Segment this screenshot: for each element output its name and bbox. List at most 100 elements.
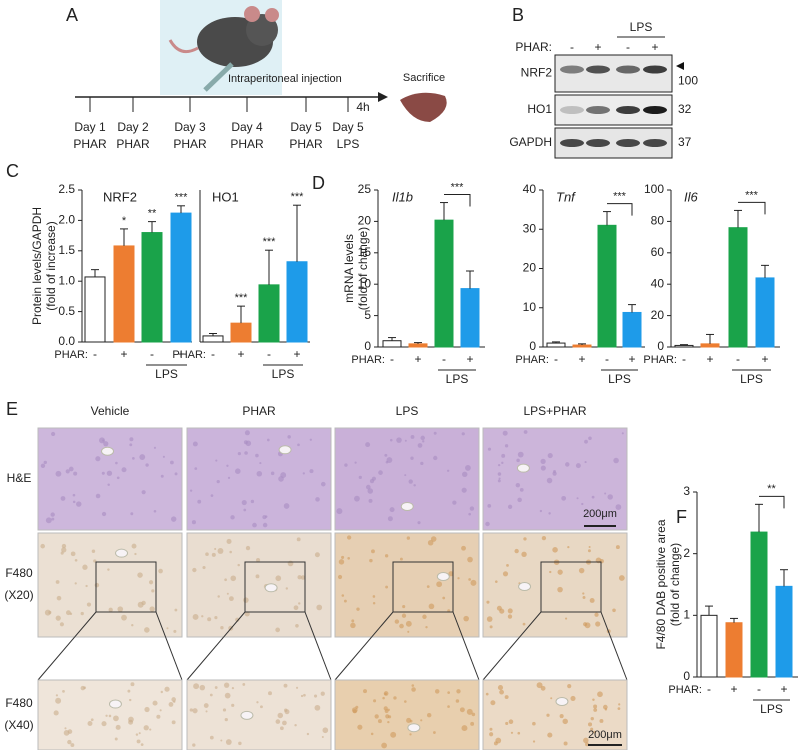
tissue-speckle <box>501 453 506 458</box>
tissue-speckle <box>589 597 595 603</box>
timeline-arrow <box>378 92 388 102</box>
tissue-speckle <box>401 613 407 618</box>
tissue-speckle <box>428 603 435 610</box>
tissue-speckle <box>425 625 428 629</box>
tissue-speckle <box>86 602 92 607</box>
tissue-speckle <box>314 552 320 558</box>
tissue-speckle <box>489 727 493 731</box>
y-tick-label: 1 <box>683 608 690 622</box>
tissue-speckle <box>457 577 460 580</box>
tissue-speckle <box>447 691 450 694</box>
tissue-speckle <box>87 720 93 726</box>
tissue-speckle <box>508 719 514 724</box>
significance-label: *** <box>613 190 627 202</box>
tissue-speckle <box>138 732 141 735</box>
y-tick-label: 40 <box>651 276 665 290</box>
tissue-speckle <box>309 469 314 474</box>
histology-image <box>334 427 480 531</box>
band-size: 32 <box>678 102 692 116</box>
chart-title: Il1b <box>392 189 413 204</box>
zoom-line <box>37 611 97 681</box>
tissue-speckle <box>60 496 66 501</box>
band <box>643 65 667 74</box>
tissue-speckle <box>262 522 268 528</box>
tissue-speckle <box>540 465 546 471</box>
tissue-speckle <box>461 487 467 493</box>
tissue-speckle <box>55 470 62 477</box>
liver <box>400 92 447 122</box>
tissue-speckle <box>297 443 300 447</box>
tissue-speckle <box>607 494 613 500</box>
x-tick-label: + <box>293 347 300 361</box>
bar <box>546 342 566 348</box>
tissue-speckle <box>557 569 563 575</box>
treatment-label: PHAR <box>289 137 323 151</box>
tissue-speckle <box>497 479 501 483</box>
tissue-speckle <box>357 724 363 730</box>
tissue-speckle <box>287 560 294 567</box>
y-tick-label: 0.5 <box>58 304 75 318</box>
tissue-speckle <box>241 499 247 506</box>
tissue-speckle <box>549 570 552 574</box>
y-axis-label: Protein levels/GAPDH <box>30 207 44 325</box>
tissue-speckle <box>174 472 178 476</box>
tissue-speckle <box>523 430 528 434</box>
tissue-speckle <box>413 484 416 487</box>
tissue-speckle <box>107 483 110 486</box>
tissue-speckle <box>341 555 345 559</box>
significance-label: ** <box>148 208 157 220</box>
tissue-speckle <box>55 615 61 621</box>
band <box>586 139 610 147</box>
tissue-speckle <box>603 704 608 710</box>
significance-bracket <box>444 194 471 207</box>
tissue-speckle <box>164 686 170 692</box>
tissue-speckle <box>490 700 496 706</box>
tissue-speckle <box>189 489 193 492</box>
tissue-speckle <box>149 606 155 612</box>
bar <box>170 212 192 343</box>
tissue-speckle <box>114 737 118 741</box>
zoom-box <box>244 561 306 613</box>
vessel <box>555 697 569 707</box>
tissue-speckle <box>510 731 514 734</box>
band <box>616 139 640 147</box>
tissue-speckle <box>405 620 412 627</box>
tissue-speckle <box>40 543 45 549</box>
tissue-speckle <box>268 691 272 696</box>
band-name: GAPDH <box>509 135 552 149</box>
tissue-speckle <box>433 431 437 435</box>
tissue-speckle <box>320 691 325 696</box>
tissue-speckle <box>461 545 466 551</box>
tissue-speckle <box>427 539 434 546</box>
tissue-speckle <box>411 684 415 687</box>
histology-image <box>37 532 183 638</box>
tissue-speckle <box>227 476 231 480</box>
tissue-speckle <box>404 439 407 442</box>
tissue-speckle <box>593 704 598 709</box>
x-tick-label: + <box>780 682 787 696</box>
tissue-speckle <box>590 727 594 731</box>
day-label: Day 3 <box>174 120 206 134</box>
blot-frame <box>554 54 673 93</box>
mouse-tail <box>168 39 199 54</box>
tissue-speckle <box>321 735 324 738</box>
tissue-speckle <box>145 463 149 467</box>
x-tick-label: - <box>757 682 761 696</box>
x-prefix: PHAR: <box>54 349 88 361</box>
tissue-speckle <box>618 575 625 581</box>
tissue-speckle <box>485 692 489 696</box>
bar <box>597 224 617 348</box>
tissue-speckle <box>106 470 113 476</box>
band-size: 100 <box>678 74 698 88</box>
tissue-speckle <box>101 511 107 517</box>
tissue-speckle <box>275 719 281 724</box>
tissue-speckle <box>420 461 424 466</box>
tissue-speckle <box>420 719 423 722</box>
tissue-speckle <box>494 580 498 583</box>
tissue-speckle <box>594 612 599 617</box>
tissue-speckle <box>231 703 235 707</box>
tissue-speckle <box>452 500 457 505</box>
histology-image <box>334 532 480 638</box>
tissue-speckle <box>237 452 241 456</box>
tissue-speckle <box>287 435 291 439</box>
